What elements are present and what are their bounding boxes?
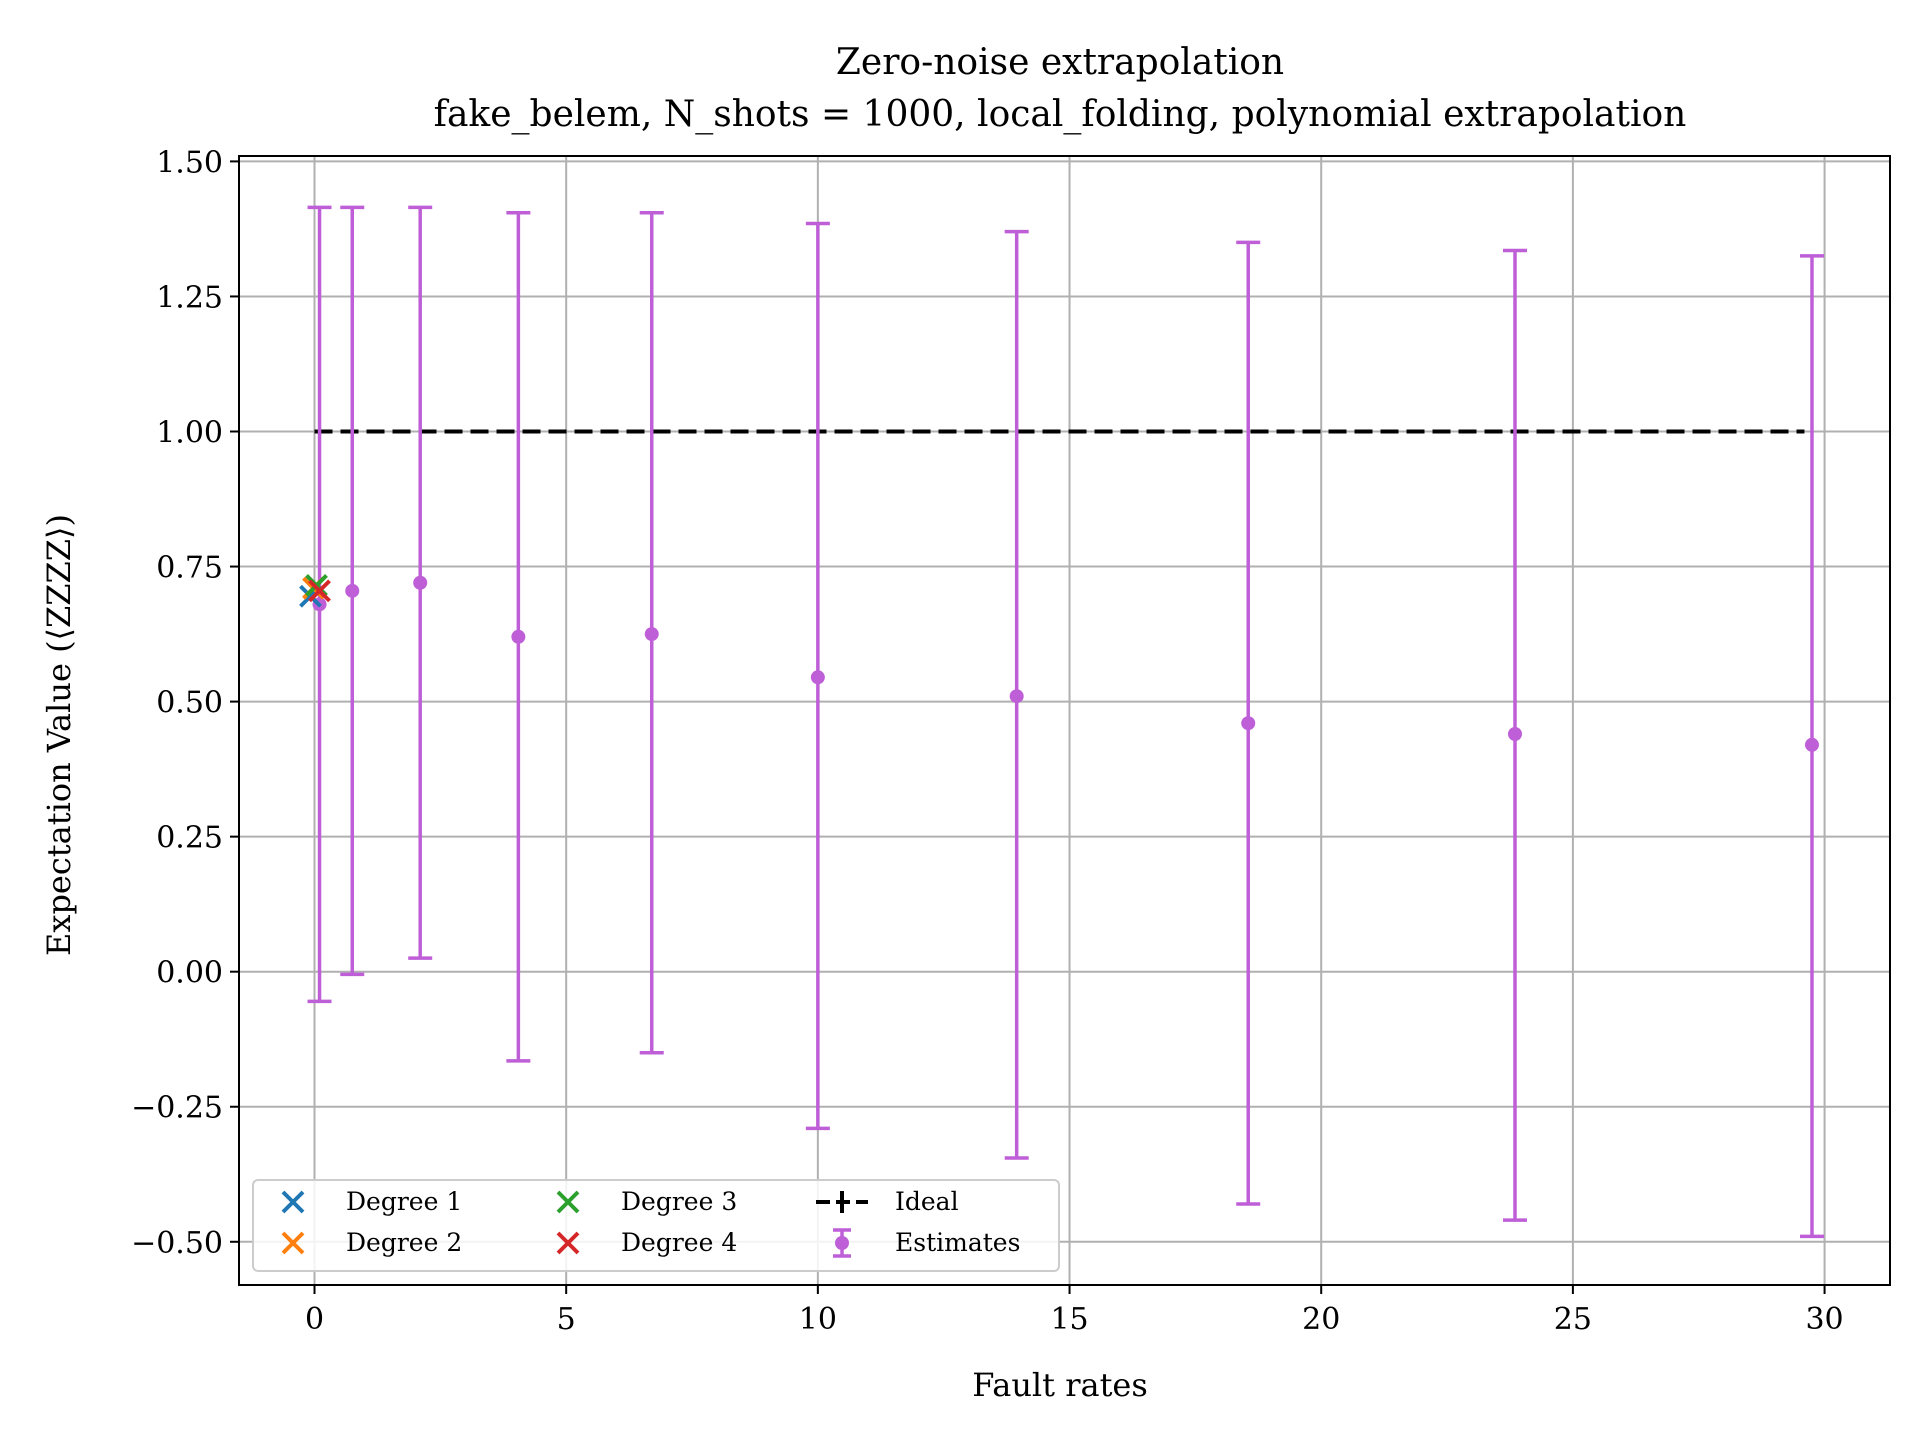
- plot-frame: [238, 155, 1891, 1286]
- legend-marker: [556, 1231, 580, 1255]
- y-tick-label: 1.00: [156, 415, 223, 450]
- y-tick-label: 1.25: [156, 280, 223, 315]
- x-tick-label: 25: [1554, 1302, 1592, 1337]
- y-tick-label: 0.00: [156, 956, 223, 991]
- legend-estimates-point: [835, 1236, 849, 1250]
- estimates-series: [307, 205, 1824, 1239]
- y-axis-label: Expectation Value (⟨ZZZZ⟩): [40, 514, 78, 956]
- y-tick-label: 1.50: [156, 145, 223, 180]
- extrapolation-marker-stroke-b: [308, 579, 331, 603]
- legend-label: Estimates: [895, 1228, 1020, 1257]
- legend-label: Degree 1: [346, 1187, 462, 1216]
- x-tick-label: 30: [1805, 1302, 1843, 1337]
- estimate-point: [644, 627, 659, 642]
- series: [299, 205, 1824, 1239]
- x-axis-label: Fault rates: [972, 1366, 1148, 1404]
- legend-marker-stroke-b: [281, 1190, 305, 1214]
- estimate-point: [1804, 737, 1819, 752]
- estimate-point: [345, 583, 360, 598]
- legend-label: Degree 3: [621, 1187, 737, 1216]
- extrapolation-marker: [308, 579, 331, 603]
- legend-marker: [556, 1190, 580, 1214]
- chart-subtitle: fake_belem, N_shots = 1000, local_foldin…: [434, 94, 1687, 135]
- legend-marker-stroke-b: [281, 1231, 305, 1255]
- y-tick-label: 0.75: [156, 551, 223, 586]
- legend-marker-stroke-b: [556, 1231, 580, 1255]
- estimate-point: [413, 575, 428, 590]
- estimate-point: [1241, 716, 1256, 731]
- legend-marker: [281, 1190, 305, 1214]
- y-tick-label: 0.25: [156, 821, 223, 856]
- x-tick-label: 20: [1302, 1302, 1340, 1337]
- x-tick-label: 10: [799, 1302, 837, 1337]
- legend-label: Degree 4: [621, 1228, 737, 1257]
- ticks: 0 5 10 15 20 25 30 −0.50 −0.25 0.00 0.25 0.50 0.75 1.…: [131, 145, 1844, 1337]
- estimate-point: [1508, 727, 1523, 742]
- y-tick-label: −0.50: [131, 1226, 223, 1261]
- legend: Degree 1 Degree 2 Degree 3 Degree 4 Ideal Est…: [252, 1179, 1060, 1272]
- legend-marker-stroke-b: [556, 1190, 580, 1214]
- estimate-point: [511, 629, 526, 644]
- y-tick-label: 0.50: [156, 686, 223, 721]
- legend-label: Ideal: [895, 1187, 959, 1216]
- estimate-point: [1009, 689, 1024, 704]
- x-tick-label: 15: [1050, 1302, 1088, 1337]
- estimate-point: [810, 670, 825, 685]
- y-tick-label: −0.25: [131, 1091, 223, 1126]
- legend-marker: [281, 1231, 305, 1255]
- x-tick-label: 0: [305, 1302, 324, 1337]
- grid: [239, 156, 1890, 1285]
- x-tick-label: 5: [557, 1302, 576, 1337]
- legend-label: Degree 2: [346, 1228, 462, 1257]
- chart-title: Zero-noise extrapolation: [836, 42, 1284, 83]
